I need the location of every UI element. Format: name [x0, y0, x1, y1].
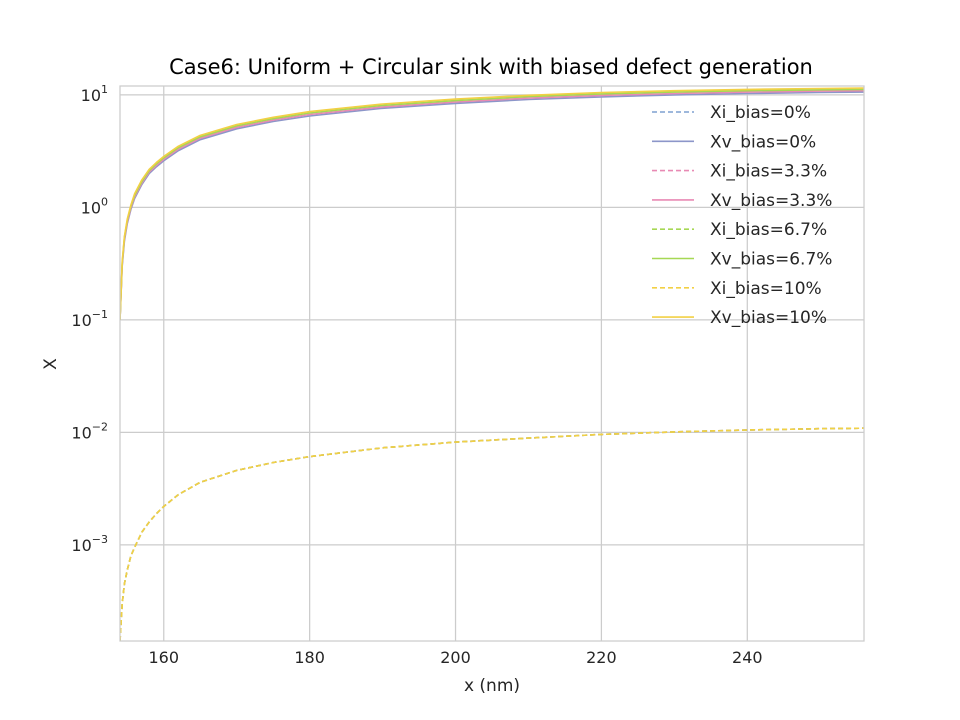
legend-item: Xv_bias=6.7%: [652, 250, 832, 270]
grid: [120, 86, 864, 641]
legend-label: Xv_bias=3.3%: [710, 191, 832, 211]
legend: Xi_bias=0% Xv_bias=0% Xi_bias=3.3% Xv_bias=…: [652, 103, 832, 328]
legend-label: Xi_bias=3.3%: [710, 162, 827, 182]
series-line-xi-bias-10: [120, 427, 864, 641]
legend-label: Xi_bias=6.7%: [710, 220, 827, 240]
legend-label: Xv_bias=6.7%: [710, 250, 832, 270]
legend-item: Xi_bias=10%: [652, 279, 822, 299]
legend-label: Xi_bias=0%: [710, 103, 811, 123]
legend-item: Xv_bias=0%: [652, 132, 816, 152]
legend-item: Xv_bias=10%: [652, 308, 827, 328]
legend-item: Xv_bias=3.3%: [652, 191, 832, 211]
x-axis-ticks: 160 180 200 220 240: [148, 648, 762, 667]
legend-label: Xv_bias=0%: [710, 132, 816, 152]
legend-item: Xi_bias=0%: [652, 103, 811, 123]
plot-frame: [119, 85, 865, 642]
series-line-xv-bias-10: [120, 87, 864, 320]
x-tick-label: 220: [586, 648, 617, 667]
y-tick-label: 10−1: [71, 308, 108, 330]
legend-item: Xi_bias=6.7%: [652, 220, 827, 240]
y-tick-label: 100: [81, 195, 108, 217]
legend-item: Xi_bias=3.3%: [652, 162, 827, 182]
y-tick-label: 101: [81, 83, 108, 105]
legend-label: Xi_bias=10%: [710, 279, 822, 299]
x-tick-label: 240: [732, 648, 763, 667]
x-tick-label: 160: [148, 648, 179, 667]
chart-title: Case6: Uniform + Circular sink with bias…: [169, 55, 813, 79]
y-tick-label: 10−2: [71, 420, 108, 442]
x-tick-label: 200: [440, 648, 471, 667]
plot-area: [120, 87, 864, 641]
x-axis-label: x (nm): [464, 676, 520, 696]
y-tick-label: 10−3: [71, 533, 108, 555]
y-axis-label: X: [41, 358, 61, 370]
legend-label: Xv_bias=10%: [710, 308, 827, 328]
y-axis-ticks: 10−3 10−2 10−1 100 101: [71, 83, 108, 555]
x-tick-label: 180: [294, 648, 325, 667]
